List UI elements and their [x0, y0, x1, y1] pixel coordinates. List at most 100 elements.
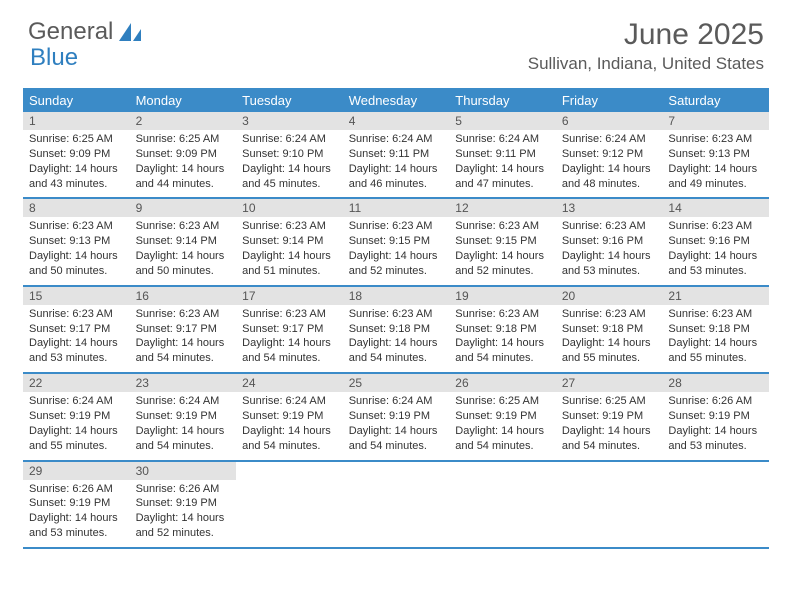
sunrise-line: Sunrise: 6:23 AM	[242, 307, 337, 322]
daylight-line: Daylight: 14 hours and 52 minutes.	[455, 249, 550, 279]
day-number: 11	[343, 199, 450, 217]
daylight-line: Daylight: 14 hours and 53 minutes.	[668, 249, 763, 279]
sunset-line: Sunset: 9:14 PM	[136, 234, 231, 249]
sunrise-line: Sunrise: 6:25 AM	[562, 394, 657, 409]
sunset-line: Sunset: 9:16 PM	[562, 234, 657, 249]
day-info: Sunrise: 6:23 AMSunset: 9:17 PMDaylight:…	[130, 305, 237, 366]
calendar-cell: 20Sunrise: 6:23 AMSunset: 9:18 PMDayligh…	[556, 287, 663, 372]
calendar-cell: 12Sunrise: 6:23 AMSunset: 9:15 PMDayligh…	[449, 199, 556, 284]
calendar-cell: 5Sunrise: 6:24 AMSunset: 9:11 PMDaylight…	[449, 112, 556, 197]
sunset-line: Sunset: 9:18 PM	[349, 322, 444, 337]
day-info: Sunrise: 6:23 AMSunset: 9:17 PMDaylight:…	[236, 305, 343, 366]
calendar-cell: 22Sunrise: 6:24 AMSunset: 9:19 PMDayligh…	[23, 374, 130, 459]
sunrise-line: Sunrise: 6:26 AM	[29, 482, 124, 497]
day-info: Sunrise: 6:23 AMSunset: 9:17 PMDaylight:…	[23, 305, 130, 366]
sunrise-line: Sunrise: 6:24 AM	[455, 132, 550, 147]
day-info: Sunrise: 6:23 AMSunset: 9:18 PMDaylight:…	[556, 305, 663, 366]
daylight-line: Daylight: 14 hours and 54 minutes.	[242, 336, 337, 366]
day-info: Sunrise: 6:23 AMSunset: 9:16 PMDaylight:…	[662, 217, 769, 278]
sunrise-line: Sunrise: 6:23 AM	[349, 307, 444, 322]
calendar-cell: 11Sunrise: 6:23 AMSunset: 9:15 PMDayligh…	[343, 199, 450, 284]
calendar-week: 1Sunrise: 6:25 AMSunset: 9:09 PMDaylight…	[23, 112, 769, 199]
daylight-line: Daylight: 14 hours and 47 minutes.	[455, 162, 550, 192]
day-info: Sunrise: 6:23 AMSunset: 9:18 PMDaylight:…	[343, 305, 450, 366]
daylight-line: Daylight: 14 hours and 48 minutes.	[562, 162, 657, 192]
daylight-line: Daylight: 14 hours and 53 minutes.	[562, 249, 657, 279]
daylight-line: Daylight: 14 hours and 49 minutes.	[668, 162, 763, 192]
header: General June 2025 Sullivan, Indiana, Uni…	[0, 0, 792, 82]
sunset-line: Sunset: 9:15 PM	[349, 234, 444, 249]
weekday-label: Monday	[130, 90, 237, 112]
daylight-line: Daylight: 14 hours and 55 minutes.	[668, 336, 763, 366]
sunrise-line: Sunrise: 6:24 AM	[29, 394, 124, 409]
calendar-week: 15Sunrise: 6:23 AMSunset: 9:17 PMDayligh…	[23, 287, 769, 374]
sunrise-line: Sunrise: 6:26 AM	[136, 482, 231, 497]
day-number: 14	[662, 199, 769, 217]
sunset-line: Sunset: 9:19 PM	[562, 409, 657, 424]
logo: General	[28, 18, 143, 46]
weekday-label: Wednesday	[343, 90, 450, 112]
day-number: 17	[236, 287, 343, 305]
day-info: Sunrise: 6:25 AMSunset: 9:09 PMDaylight:…	[23, 130, 130, 191]
sunset-line: Sunset: 9:19 PM	[349, 409, 444, 424]
day-info: Sunrise: 6:25 AMSunset: 9:19 PMDaylight:…	[449, 392, 556, 453]
daylight-line: Daylight: 14 hours and 54 minutes.	[136, 336, 231, 366]
sunrise-line: Sunrise: 6:24 AM	[349, 394, 444, 409]
sunrise-line: Sunrise: 6:24 AM	[242, 132, 337, 147]
sunrise-line: Sunrise: 6:23 AM	[136, 219, 231, 234]
sunrise-line: Sunrise: 6:23 AM	[562, 307, 657, 322]
sunset-line: Sunset: 9:09 PM	[136, 147, 231, 162]
day-info: Sunrise: 6:23 AMSunset: 9:14 PMDaylight:…	[236, 217, 343, 278]
day-info: Sunrise: 6:23 AMSunset: 9:16 PMDaylight:…	[556, 217, 663, 278]
title-block: June 2025 Sullivan, Indiana, United Stat…	[528, 18, 764, 74]
day-info: Sunrise: 6:26 AMSunset: 9:19 PMDaylight:…	[662, 392, 769, 453]
sunrise-line: Sunrise: 6:24 AM	[562, 132, 657, 147]
sunrise-line: Sunrise: 6:24 AM	[242, 394, 337, 409]
calendar-cell: 10Sunrise: 6:23 AMSunset: 9:14 PMDayligh…	[236, 199, 343, 284]
day-number: 28	[662, 374, 769, 392]
day-info: Sunrise: 6:23 AMSunset: 9:13 PMDaylight:…	[23, 217, 130, 278]
day-number: 30	[130, 462, 237, 480]
calendar-cell: 18Sunrise: 6:23 AMSunset: 9:18 PMDayligh…	[343, 287, 450, 372]
calendar-cell	[343, 462, 450, 547]
day-number: 18	[343, 287, 450, 305]
calendar-cell: 6Sunrise: 6:24 AMSunset: 9:12 PMDaylight…	[556, 112, 663, 197]
daylight-line: Daylight: 14 hours and 52 minutes.	[136, 511, 231, 541]
weekday-label: Friday	[556, 90, 663, 112]
day-number: 26	[449, 374, 556, 392]
sunrise-line: Sunrise: 6:23 AM	[455, 307, 550, 322]
sunrise-line: Sunrise: 6:23 AM	[562, 219, 657, 234]
daylight-line: Daylight: 14 hours and 50 minutes.	[29, 249, 124, 279]
daylight-line: Daylight: 14 hours and 52 minutes.	[349, 249, 444, 279]
day-info: Sunrise: 6:23 AMSunset: 9:18 PMDaylight:…	[449, 305, 556, 366]
daylight-line: Daylight: 14 hours and 50 minutes.	[136, 249, 231, 279]
sunrise-line: Sunrise: 6:25 AM	[136, 132, 231, 147]
calendar-cell: 19Sunrise: 6:23 AMSunset: 9:18 PMDayligh…	[449, 287, 556, 372]
day-number: 12	[449, 199, 556, 217]
day-number: 2	[130, 112, 237, 130]
day-number: 24	[236, 374, 343, 392]
sunrise-line: Sunrise: 6:24 AM	[136, 394, 231, 409]
daylight-line: Daylight: 14 hours and 53 minutes.	[668, 424, 763, 454]
day-info: Sunrise: 6:23 AMSunset: 9:15 PMDaylight:…	[343, 217, 450, 278]
sunset-line: Sunset: 9:19 PM	[136, 496, 231, 511]
calendar-cell: 30 Sunrise: 6:26 AMSunset: 9:19 PMDayligh…	[130, 462, 237, 547]
logo-text-1: General	[28, 18, 113, 46]
sunrise-line: Sunrise: 6:25 AM	[455, 394, 550, 409]
day-number: 4	[343, 112, 450, 130]
sunrise-line: Sunrise: 6:23 AM	[455, 219, 550, 234]
calendar-cell	[662, 462, 769, 547]
sunset-line: Sunset: 9:16 PM	[668, 234, 763, 249]
day-number: 15	[23, 287, 130, 305]
calendar-cell: 23Sunrise: 6:24 AMSunset: 9:19 PMDayligh…	[130, 374, 237, 459]
sunrise-line: Sunrise: 6:26 AM	[668, 394, 763, 409]
calendar-cell: 28Sunrise: 6:26 AMSunset: 9:19 PMDayligh…	[662, 374, 769, 459]
sunrise-line: Sunrise: 6:23 AM	[29, 307, 124, 322]
calendar-cell: 15Sunrise: 6:23 AMSunset: 9:17 PMDayligh…	[23, 287, 130, 372]
sunset-line: Sunset: 9:19 PM	[29, 409, 124, 424]
day-info: Sunrise: 6:24 AMSunset: 9:12 PMDaylight:…	[556, 130, 663, 191]
day-info: Sunrise: 6:23 AMSunset: 9:13 PMDaylight:…	[662, 130, 769, 191]
day-info: Sunrise: 6:23 AMSunset: 9:14 PMDaylight:…	[130, 217, 237, 278]
calendar-cell: 8Sunrise: 6:23 AMSunset: 9:13 PMDaylight…	[23, 199, 130, 284]
day-number: 16	[130, 287, 237, 305]
